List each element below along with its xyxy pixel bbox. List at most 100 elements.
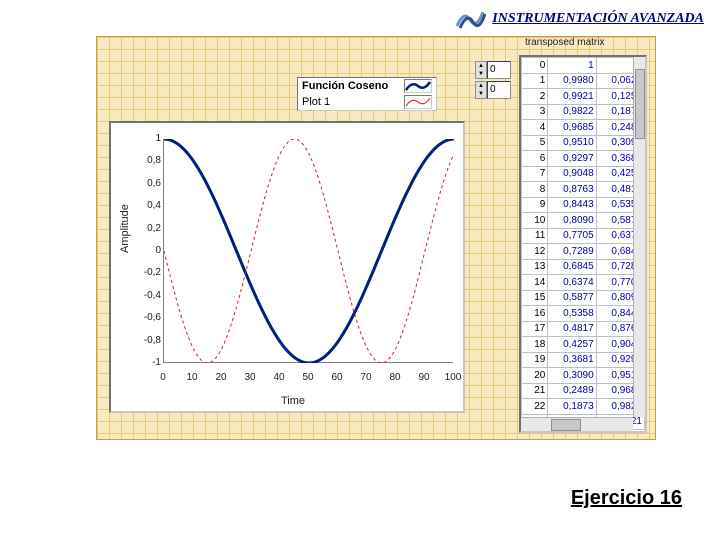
x-tick-label: 0 <box>153 372 173 383</box>
table-row: 20,99210,1253 <box>522 89 645 105</box>
y-tick-label: 0,8 <box>133 156 161 166</box>
table-row: 50,95100,3090 <box>522 135 645 151</box>
table-row: 220,18730,9822 <box>522 399 645 415</box>
table-cell: 18 <box>522 337 548 353</box>
table-cell: 0,4817 <box>548 321 596 337</box>
y-tick-label: 0,6 <box>133 179 161 189</box>
table-cell: 0,5358 <box>548 306 596 322</box>
logo-icon <box>454 8 486 30</box>
waveform-chart: Amplitude Time -1-0,8-0,6-0,4-0,200,20,4… <box>109 121 465 413</box>
y-tick-label: 0,2 <box>133 224 161 234</box>
table-cell: 6 <box>522 151 548 167</box>
header: INSTRUMENTACIÓN AVANZADA <box>454 8 704 30</box>
legend-label: Plot 1 <box>302 96 330 108</box>
y-tick-label: 1 <box>133 134 161 144</box>
x-tick-label: 100 <box>443 372 463 383</box>
series-line <box>164 139 454 363</box>
table-cell: 1 <box>522 73 548 89</box>
x-tick-label: 80 <box>385 372 405 383</box>
table-cell: 0,9297 <box>548 151 596 167</box>
table-row: 10,99800,0627 <box>522 73 645 89</box>
series-line <box>164 139 454 363</box>
exercise-title: Ejercicio 16 <box>571 487 682 510</box>
table-cell: 3 <box>522 104 548 120</box>
table-cell: 4 <box>522 120 548 136</box>
table-row: 80,87630,4817 <box>522 182 645 198</box>
table-cell: 0,9685 <box>548 120 596 136</box>
table-row: 010 <box>522 58 645 74</box>
table-row: 130,68450,7289 <box>522 259 645 275</box>
table-row: 180,42570,9048 <box>522 337 645 353</box>
table-cell: 0,8763 <box>548 182 596 198</box>
x-tick-label: 70 <box>356 372 376 383</box>
header-title: INSTRUMENTACIÓN AVANZADA <box>492 11 704 27</box>
legend-item-plot1[interactable]: Plot 1 <box>298 94 436 110</box>
labview-panel: Función Coseno Plot 1 Amplitude Time -1-… <box>96 36 656 440</box>
row-index-control[interactable]: ▲▼ 0 <box>475 61 515 79</box>
table-cell: 21 <box>522 383 548 399</box>
table-cell: 0,9980 <box>548 73 596 89</box>
col-index-control[interactable]: ▲▼ 0 <box>475 81 515 99</box>
table-row: 30,98220,1873 <box>522 104 645 120</box>
matrix-table: 01010,99800,062720,99210,125330,98220,18… <box>521 57 645 430</box>
table-cell: 14 <box>522 275 548 291</box>
table-cell: 0,5877 <box>548 290 596 306</box>
y-tick-label: -0,4 <box>133 291 161 301</box>
index-controls: ▲▼ 0 ▲▼ 0 <box>475 61 515 99</box>
table-cell: 13 <box>522 259 548 275</box>
y-tick-label: 0 <box>133 246 161 256</box>
scrollbar-thumb[interactable] <box>635 69 645 139</box>
y-tick-label: -0,6 <box>133 313 161 323</box>
col-index-value[interactable]: 0 <box>487 81 511 99</box>
table-cell: 17 <box>522 321 548 337</box>
table-cell: 0,1873 <box>548 399 596 415</box>
plot-area <box>163 139 453 363</box>
spinner-icon[interactable]: ▲▼ <box>475 81 487 99</box>
table-row: 160,53580,8443 <box>522 306 645 322</box>
x-tick-label: 40 <box>269 372 289 383</box>
x-axis-label: Time <box>281 395 305 407</box>
table-cell: 0,8443 <box>548 197 596 213</box>
table-cell: 0,6845 <box>548 259 596 275</box>
table-row: 100,80900,5877 <box>522 213 645 229</box>
table-cell: 0,7705 <box>548 228 596 244</box>
table-cell: 0 <box>522 58 548 74</box>
table-cell: 8 <box>522 182 548 198</box>
chart-legend: Función Coseno Plot 1 <box>297 77 437 111</box>
table-row: 60,92970,3681 <box>522 151 645 167</box>
table-cell: 1 <box>548 58 596 74</box>
table-cell: 0,6374 <box>548 275 596 291</box>
table-cell: 16 <box>522 306 548 322</box>
legend-item-coseno[interactable]: Función Coseno <box>298 78 436 94</box>
table-cell: 19 <box>522 352 548 368</box>
horizontal-scrollbar[interactable] <box>521 417 633 431</box>
legend-swatch-plot1 <box>404 95 432 109</box>
x-tick-label: 50 <box>298 372 318 383</box>
table-row: 150,58770,8090 <box>522 290 645 306</box>
vertical-scrollbar[interactable] <box>633 57 645 417</box>
table-cell: 10 <box>522 213 548 229</box>
x-tick-label: 20 <box>211 372 231 383</box>
table-row: 170,48170,8763 <box>522 321 645 337</box>
table-cell: 20 <box>522 368 548 384</box>
spinner-icon[interactable]: ▲▼ <box>475 61 487 79</box>
table-cell: 0,9510 <box>548 135 596 151</box>
table-cell: 0,9048 <box>548 166 596 182</box>
table-cell: 11 <box>522 228 548 244</box>
table-cell: 9 <box>522 197 548 213</box>
x-tick-label: 30 <box>240 372 260 383</box>
table-cell: 0,2489 <box>548 383 596 399</box>
table-cell: 22 <box>522 399 548 415</box>
table-row: 90,84430,5358 <box>522 197 645 213</box>
table-row: 190,36810,9297 <box>522 352 645 368</box>
y-tick-label: -0,2 <box>133 268 161 278</box>
table-cell: 12 <box>522 244 548 260</box>
scrollbar-thumb[interactable] <box>551 419 581 431</box>
table-cell: 0,9822 <box>548 104 596 120</box>
table-cell: 0,3681 <box>548 352 596 368</box>
legend-label: Función Coseno <box>302 80 388 92</box>
table-cell: 15 <box>522 290 548 306</box>
y-tick-label: -1 <box>133 358 161 368</box>
row-index-value[interactable]: 0 <box>487 61 511 79</box>
table-row: 70,90480,4257 <box>522 166 645 182</box>
